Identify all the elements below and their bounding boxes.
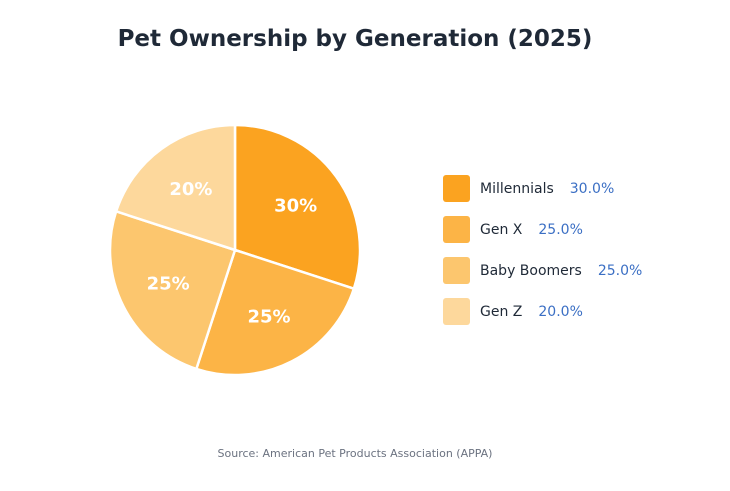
- pie-slice-baby-boomers: [108, 210, 237, 371]
- chart-title: Pet Ownership by Generation (2025): [117, 26, 593, 52]
- legend-label: Millennials: [480, 180, 554, 197]
- legend-label: Gen Z: [480, 303, 523, 320]
- legend-swatch: [443, 175, 470, 202]
- slice-label: 30%: [274, 195, 317, 216]
- legend-swatch: [443, 216, 470, 243]
- legend-value: 25.0%: [597, 262, 643, 279]
- slice-label: 20%: [169, 179, 212, 200]
- legend-label: Gen X: [480, 221, 523, 238]
- legend-label: Baby Boomers: [480, 262, 582, 279]
- pie-slice-gen-z: [114, 123, 237, 252]
- legend-value: 20.0%: [538, 303, 583, 320]
- legend-item: Gen Z 20.0%: [443, 298, 642, 325]
- legend-value: 25.0%: [538, 221, 583, 238]
- legend: Millennials 30.0% Gen X 25.0% Baby Boomers 25…: [443, 175, 642, 339]
- slice-label: 25%: [147, 274, 190, 295]
- legend-item: Millennials 30.0%: [443, 175, 642, 202]
- slice-label: 25%: [248, 306, 291, 327]
- legend-item: Baby Boomers 25.0%: [443, 257, 642, 284]
- source-note: Source: American Pet Products Associatio…: [217, 447, 493, 460]
- legend-swatch: [443, 298, 470, 325]
- pie-slice-gen-x: [195, 248, 356, 377]
- legend-item: Gen X 25.0%: [443, 216, 642, 243]
- legend-value: 30.0%: [569, 180, 615, 197]
- legend-swatch: [443, 257, 470, 284]
- pie-slice-millennials: [233, 123, 362, 290]
